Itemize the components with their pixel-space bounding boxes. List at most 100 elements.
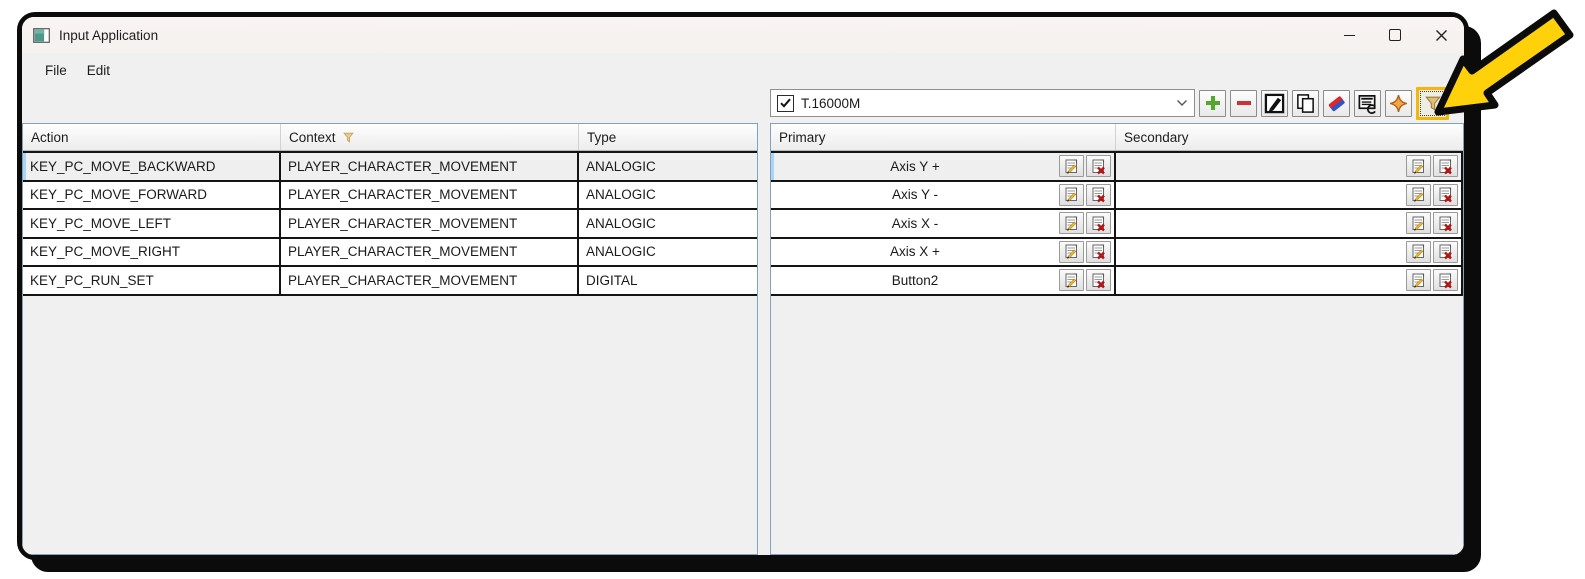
joystick-icon [1390, 94, 1407, 112]
column-header-action[interactable]: Action [23, 124, 281, 150]
column-header-primary-label: Primary [779, 129, 826, 145]
delete-binding-button[interactable] [1433, 155, 1458, 178]
secondary-binding-cell [1116, 181, 1463, 208]
add-button[interactable] [1199, 89, 1226, 117]
device-enabled-checkbox[interactable] [777, 94, 794, 112]
edit-binding-button[interactable] [1406, 155, 1431, 178]
edit-button[interactable] [1261, 89, 1288, 117]
eraser-icon [1328, 96, 1345, 111]
actions-table-body: KEY_PC_MOVE_BACKWARD PLAYER_CHARACTER_MO… [23, 151, 757, 296]
delete-binding-icon [1092, 244, 1105, 260]
edit-binding-icon [1065, 273, 1078, 288]
edit-binding-button[interactable] [1059, 155, 1084, 178]
edit-binding-icon [1412, 216, 1425, 231]
cell-action: KEY_PC_MOVE_BACKWARD [23, 153, 281, 180]
binding-buttons [1406, 183, 1458, 206]
edit-binding-button[interactable] [1059, 183, 1084, 206]
plus-icon [1205, 96, 1220, 110]
binding-row[interactable]: Axis Y + [771, 153, 1463, 182]
table-row[interactable]: KEY_PC_MOVE_LEFT PLAYER_CHARACTER_MOVEME… [23, 210, 757, 239]
primary-binding-cell: Axis X + [771, 238, 1116, 265]
delete-binding-icon [1092, 187, 1105, 203]
report-button[interactable] [1354, 89, 1381, 117]
table-row[interactable]: KEY_PC_MOVE_RIGHT PLAYER_CHARACTER_MOVEM… [23, 238, 757, 267]
binding-buttons [1406, 212, 1458, 235]
column-header-type[interactable]: Type [579, 124, 757, 150]
context-filter-icon [342, 132, 354, 143]
delete-binding-button[interactable] [1433, 212, 1458, 235]
copy-button[interactable] [1292, 89, 1319, 117]
delete-binding-button[interactable] [1086, 212, 1111, 235]
edit-binding-button[interactable] [1406, 269, 1431, 292]
cell-type: DIGITAL [586, 272, 638, 288]
chevron-down-icon [1177, 100, 1187, 106]
bindings-table-header: Primary Secondary [771, 124, 1463, 151]
binding-buttons [1059, 155, 1111, 178]
edit-binding-icon [1065, 244, 1078, 259]
minus-icon [1236, 101, 1251, 105]
column-header-type-label: Type [587, 129, 617, 145]
column-header-secondary-label: Secondary [1124, 129, 1189, 145]
menu-file[interactable]: File [45, 62, 67, 78]
delete-binding-button[interactable] [1086, 155, 1111, 178]
joystick-button[interactable] [1385, 89, 1412, 117]
edit-binding-icon [1065, 187, 1078, 202]
column-header-primary[interactable]: Primary [771, 124, 1116, 150]
edit-binding-icon [1412, 159, 1425, 174]
device-selector[interactable]: T.16000M [770, 89, 1195, 117]
cell-action: KEY_PC_RUN_SET [23, 267, 281, 294]
delete-binding-button[interactable] [1433, 269, 1458, 292]
edit-binding-button[interactable] [1059, 269, 1084, 292]
maximize-button[interactable] [1372, 17, 1418, 53]
edit-binding-icon [1412, 187, 1425, 202]
device-toolbar: T.16000M [770, 86, 1449, 120]
secondary-binding-cell [1116, 153, 1463, 180]
delete-binding-icon [1439, 216, 1452, 232]
edit-binding-button[interactable] [1406, 212, 1431, 235]
table-row[interactable]: KEY_PC_RUN_SET PLAYER_CHARACTER_MOVEMENT… [23, 267, 757, 296]
eraser-button[interactable] [1323, 89, 1350, 117]
edit-binding-button[interactable] [1059, 240, 1084, 263]
edit-binding-button[interactable] [1406, 240, 1431, 263]
binding-buttons [1406, 155, 1458, 178]
primary-binding-cell: Axis Y + [771, 153, 1116, 180]
delete-binding-button[interactable] [1433, 240, 1458, 263]
delete-binding-button[interactable] [1086, 240, 1111, 263]
edit-binding-button[interactable] [1059, 212, 1084, 235]
close-icon [1435, 29, 1447, 41]
binding-row[interactable]: Axis X + [771, 238, 1463, 267]
delete-binding-button[interactable] [1086, 269, 1111, 292]
primary-binding-value: Button2 [891, 272, 939, 288]
actions-panel: Action Context Type KEY_PC_MOVE_BACKWAR [22, 123, 758, 555]
filter-button[interactable] [1416, 86, 1449, 120]
secondary-binding-cell [1116, 267, 1463, 294]
annotation-window-border: Input Application File Edit [17, 12, 1469, 560]
edit-binding-button[interactable] [1406, 183, 1431, 206]
menu-edit[interactable]: Edit [86, 62, 111, 78]
edit-binding-icon [1065, 159, 1078, 174]
binding-row[interactable]: Button2 [771, 267, 1463, 296]
cell-type: ANALOGIC [586, 187, 656, 203]
title-bar: Input Application [22, 17, 1464, 53]
binding-row[interactable]: Axis X - [771, 210, 1463, 239]
binding-buttons [1406, 240, 1458, 263]
delete-binding-button[interactable] [1086, 183, 1111, 206]
cell-type: ANALOGIC [586, 158, 656, 174]
binding-row[interactable]: Axis Y - [771, 181, 1463, 210]
minimize-button[interactable] [1326, 17, 1372, 53]
binding-buttons [1406, 269, 1458, 292]
close-button[interactable] [1418, 17, 1464, 53]
primary-binding-cell: Axis Y - [771, 181, 1116, 208]
remove-button[interactable] [1230, 89, 1257, 117]
column-header-context[interactable]: Context [281, 124, 579, 150]
binding-buttons [1059, 212, 1111, 235]
delete-binding-icon [1092, 159, 1105, 175]
cell-context: PLAYER_CHARACTER_MOVEMENT [281, 238, 579, 265]
cell-type: ANALOGIC [586, 244, 656, 260]
device-selector-value: T.16000M [801, 95, 861, 111]
bindings-table-body: Axis Y + [771, 151, 1463, 296]
table-row[interactable]: KEY_PC_MOVE_FORWARD PLAYER_CHARACTER_MOV… [23, 181, 757, 210]
column-header-secondary[interactable]: Secondary [1116, 124, 1463, 150]
table-row[interactable]: KEY_PC_MOVE_BACKWARD PLAYER_CHARACTER_MO… [23, 153, 757, 182]
delete-binding-button[interactable] [1433, 183, 1458, 206]
